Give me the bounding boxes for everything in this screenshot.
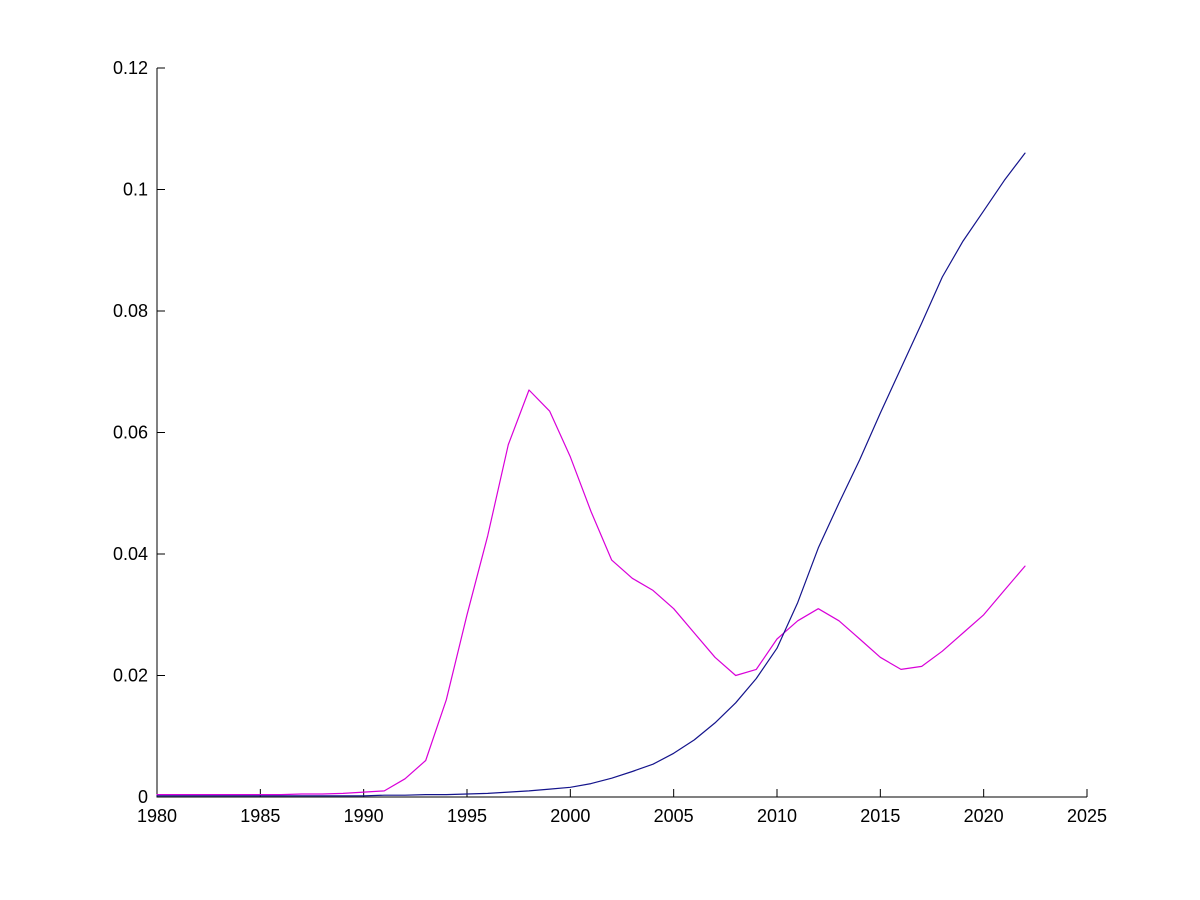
x-tick-label: 2000 (550, 806, 590, 826)
line-magenta-series (156, 389, 1026, 796)
y-tick-label: 0.06 (113, 423, 148, 443)
y-tick-label: 0.04 (113, 544, 148, 564)
x-tick-label: 2010 (757, 806, 797, 826)
x-tick-label: 1980 (137, 806, 177, 826)
x-tick-label: 1990 (344, 806, 384, 826)
y-tick-label: 0 (138, 787, 148, 807)
y-tick-label: 0.02 (113, 666, 148, 686)
axes-lines (156, 68, 1087, 798)
y-tick-label: 0.1 (123, 180, 148, 200)
x-tick-label: 1985 (240, 806, 280, 826)
x-tick-label: 2015 (860, 806, 900, 826)
line-blue-series (156, 152, 1026, 797)
x-tick-label: 2005 (654, 806, 694, 826)
x-tick-label: 1995 (447, 806, 487, 826)
x-tick-label: 2020 (964, 806, 1004, 826)
y-tick-label: 0.08 (113, 301, 148, 321)
y-tick-label: 0.12 (113, 58, 148, 78)
x-tick-label: 2025 (1067, 806, 1107, 826)
